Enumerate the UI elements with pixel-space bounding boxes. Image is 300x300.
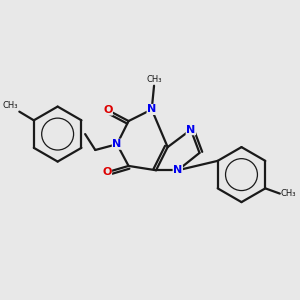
Text: O: O xyxy=(103,105,112,115)
Text: N: N xyxy=(186,125,195,135)
Text: CH₃: CH₃ xyxy=(281,189,296,198)
Text: CH₃: CH₃ xyxy=(146,75,162,84)
Text: O: O xyxy=(102,167,112,177)
Text: N: N xyxy=(147,104,156,115)
Text: N: N xyxy=(112,139,122,149)
Text: CH₃: CH₃ xyxy=(3,101,19,110)
Text: N: N xyxy=(173,165,182,175)
